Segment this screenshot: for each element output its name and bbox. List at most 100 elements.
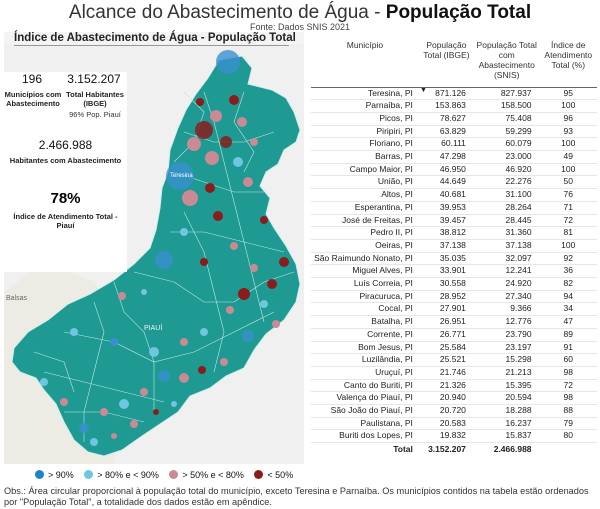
habitantes-value: 3.152.207 <box>67 72 121 86</box>
table-row[interactable]: Valença do Piauí, PI 20.940 20.594 98 <box>311 391 597 406</box>
table-row[interactable]: Altos, PI 40.681 31.100 76 <box>311 188 597 202</box>
cell-pop-snis: 21.213 <box>473 366 540 380</box>
cell-municipio: Buriti dos Lopes, PI <box>311 429 419 444</box>
table-row[interactable]: Buriti dos Lopes, PI 19.832 15.837 80 <box>311 429 597 444</box>
col-indice[interactable]: Índice de Atendimento Total (%) <box>544 40 593 70</box>
cell-indice: 98 <box>539 391 597 406</box>
cell-indice: 72 <box>539 214 597 228</box>
abastecidos-label: Habitantes com Abastecimento <box>9 156 122 165</box>
table-row[interactable]: Floriano, PI 60.111 60.079 100 <box>311 137 597 152</box>
cell-pop-ibge: 26.951 <box>418 315 474 329</box>
table-row[interactable]: Batalha, PI 26.951 12.776 47 <box>311 315 597 329</box>
legend-dot <box>169 470 179 479</box>
table-row[interactable]: Teresina, PI 871.126 827.937 95 <box>311 86 597 101</box>
col-municipio[interactable]: Município <box>346 40 384 50</box>
table-row[interactable]: Picos, PI 78.627 75.408 96 <box>311 112 597 126</box>
col-pop-snis[interactable]: População Total com Abastecimento (SNIS) <box>476 40 537 80</box>
table-row[interactable]: Luzilândia, PI 25.521 15.298 60 <box>311 353 597 367</box>
cell-pop-snis: 158.500 <box>473 99 540 113</box>
col-pop-ibge[interactable]: População Total (IBGE) <box>423 40 470 60</box>
cell-pop-ibge: 153.863 <box>418 99 474 113</box>
cell-pop-snis: 9.366 <box>473 302 540 317</box>
cell-indice: 60 <box>539 353 597 367</box>
table-row[interactable]: Corrente, PI 26.771 23.790 89 <box>311 328 597 342</box>
cell-indice: 49 <box>539 150 597 164</box>
table-row[interactable]: Canto do Buriti, PI 21.326 15.395 72 <box>311 379 597 393</box>
cell-pop-snis: 12.776 <box>473 315 540 329</box>
cell-pop-ibge: 21.326 <box>418 379 474 393</box>
cell-municipio: Valença do Piauí, PI <box>311 391 419 406</box>
cell-indice: 79 <box>539 417 597 431</box>
total-cell: 2.466.988 <box>473 442 540 457</box>
cell-pop-ibge: 39.457 <box>418 214 474 228</box>
cell-pop-ibge: 47.298 <box>418 150 474 164</box>
legend-item: > 90% <box>35 470 74 480</box>
cell-municipio: Oeiras, PI <box>311 239 419 253</box>
municipios-label: Municípios com Abastecimento <box>4 90 62 108</box>
table-row[interactable]: Miguel Alves, PI 33.901 12.241 36 <box>311 264 597 279</box>
cell-pop-snis: 24.920 <box>473 277 540 291</box>
cell-pop-ibge: 26.771 <box>418 328 474 342</box>
cell-indice: 50 <box>539 175 597 190</box>
cell-pop-snis: 32.097 <box>473 252 540 266</box>
table-row[interactable]: Barras, PI 47.298 23.000 49 <box>311 150 597 164</box>
table-row[interactable]: Piripiri, PI 63.829 59.299 93 <box>311 125 597 139</box>
table-row[interactable]: Cocal, PI 27.901 9.366 34 <box>311 302 597 317</box>
table-row[interactable]: São Raimundo Nonato, PI 35.035 32.097 92 <box>311 252 597 266</box>
table-row[interactable]: Uruçuí, PI 21.746 21.213 98 <box>311 366 597 380</box>
table-row[interactable]: São João do Piauí, PI 20.720 18.288 88 <box>311 404 597 418</box>
cell-pop-ibge: 33.901 <box>418 264 474 279</box>
cell-pop-ibge: 28.952 <box>418 290 474 304</box>
cell-pop-snis: 75.408 <box>473 112 540 126</box>
cell-municipio: Bom Jesus, PI <box>311 341 419 355</box>
cell-pop-ibge: 63.829 <box>418 125 474 139</box>
cell-pop-snis: 31.100 <box>473 188 540 202</box>
municipios-table: Município População Total (IBGE) Populaç… <box>311 40 597 457</box>
cell-pop-ibge: 60.111 <box>418 137 474 152</box>
cell-pop-ibge: 20.720 <box>418 404 474 418</box>
abastecidos-value: 2.466.988 <box>38 138 93 152</box>
sort-desc-icon[interactable]: ▼ <box>420 87 427 94</box>
table-row[interactable]: Paulistana, PI 20.583 16.237 79 <box>311 417 597 431</box>
table-row[interactable]: Piracuruca, PI 28.952 27.340 94 <box>311 290 597 304</box>
cell-pop-snis: 18.288 <box>473 404 540 418</box>
piaui-label: PIAUÍ <box>144 323 162 332</box>
cell-pop-snis: 22.276 <box>473 175 540 190</box>
cell-pop-snis: 23.197 <box>473 341 540 355</box>
cell-pop-snis: 27.340 <box>473 290 540 304</box>
total-cell <box>539 442 597 457</box>
table-row[interactable]: Pedro II, PI 38.812 31.360 81 <box>311 226 597 240</box>
cell-indice: 100 <box>539 163 597 177</box>
table-header-row: Município População Total (IBGE) Populaç… <box>311 40 597 87</box>
cell-pop-snis: 31.360 <box>473 226 540 240</box>
map-legend: > 90% > 80% e < 90% > 50% e < 80% < 50% <box>35 470 301 480</box>
table-row[interactable]: Esperantina, PI 39.953 28.264 71 <box>311 201 597 215</box>
cell-indice: 100 <box>539 239 597 253</box>
cell-pop-ibge: 40.681 <box>418 188 474 202</box>
table-row[interactable]: Parnaíba, PI 153.863 158.500 100 <box>311 99 597 113</box>
cell-pop-ibge: 35.035 <box>418 252 474 266</box>
cell-municipio: Batalha, PI <box>311 315 419 329</box>
table-row[interactable]: Bom Jesus, PI 25.584 23.197 91 <box>311 341 597 355</box>
legend-dot <box>35 470 44 479</box>
cell-municipio: Luís Correia, PI <box>311 277 419 291</box>
legend-dot <box>84 470 94 479</box>
table-row[interactable]: Luís Correia, PI 30.558 24.920 82 <box>311 277 597 291</box>
cell-pop-ibge: 20.583 <box>418 417 474 431</box>
cell-municipio: José de Freitas, PI <box>311 214 419 228</box>
cell-pop-ibge: 20.940 <box>418 391 474 406</box>
map-panel: Balsas PIAUÍ Teresina <box>4 32 304 464</box>
cell-municipio: Floriano, PI <box>311 137 419 152</box>
panel-title: Índice de Abastecimento de Água - Popula… <box>14 32 296 46</box>
cell-pop-ibge: 46.950 <box>418 163 474 177</box>
cell-pop-snis: 827.937 <box>473 86 540 101</box>
cell-municipio: Uruçuí, PI <box>311 366 419 380</box>
table-row[interactable]: José de Freitas, PI 39.457 28.445 72 <box>311 214 597 228</box>
cell-municipio: Altos, PI <box>311 188 419 202</box>
cell-municipio: Luzilândia, PI <box>311 353 419 367</box>
cell-indice: 76 <box>539 188 597 202</box>
table-row[interactable]: União, PI 44.649 22.276 50 <box>311 175 597 190</box>
cell-pop-ibge: 871.126 <box>418 86 474 101</box>
table-row[interactable]: Campo Maior, PI 46.950 46.920 100 <box>311 163 597 177</box>
table-row[interactable]: Oeiras, PI 37.138 37.138 100 <box>311 239 597 253</box>
